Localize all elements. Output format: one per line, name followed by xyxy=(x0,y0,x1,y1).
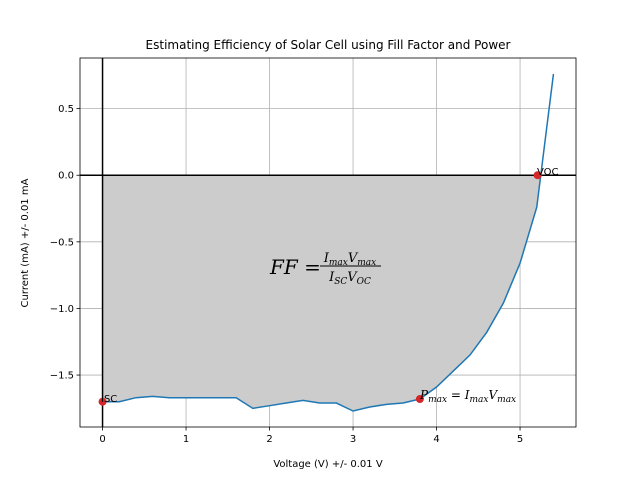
fill-factor-formula: FF = ImaxVmax ISCVOC xyxy=(269,251,381,287)
ff-num-i-sub: max xyxy=(329,258,348,268)
point-label-isc: ISC xyxy=(101,394,117,405)
fill-area xyxy=(102,175,541,412)
y-tick-label: 0.5 xyxy=(58,104,74,115)
pmax-annotation: Pmax = ImaxVmax xyxy=(419,388,516,405)
pmax-v-subscript: max xyxy=(497,395,516,405)
x-tick-label: 4 xyxy=(433,434,439,445)
x-axis-title: Voltage (V) +/- 0.01 V xyxy=(273,459,382,470)
x-tick-label: 1 xyxy=(183,434,189,445)
x-tick-label: 0 xyxy=(99,434,105,445)
point-marker-voc xyxy=(533,171,542,180)
y-tick-label: −1.5 xyxy=(50,371,74,382)
ff-denominator: ISCVOC xyxy=(328,270,371,287)
x-tick-label: 5 xyxy=(517,434,523,445)
pmax-i-subscript: max xyxy=(470,395,489,405)
ff-den-v-sub: OC xyxy=(357,277,371,287)
ff-num-v: V xyxy=(348,251,359,266)
chart-title: Estimating Efficiency of Solar Cell usin… xyxy=(146,38,511,52)
y-tick-label: −0.5 xyxy=(50,237,74,248)
zero-axes xyxy=(80,58,576,427)
y-axis-title: Current (mA) +/- 0.01 mA xyxy=(20,178,31,307)
series-lines xyxy=(102,73,555,412)
point-marker-isc xyxy=(98,397,107,406)
marked-points xyxy=(98,171,542,406)
plot-frame xyxy=(79,57,577,428)
x-tick-label: 2 xyxy=(266,434,272,445)
pmax-equals-i: = I xyxy=(447,388,470,402)
ff-den-v: V xyxy=(347,270,358,285)
ff-num-v-sub: max xyxy=(357,258,376,268)
iv-curve-line xyxy=(102,73,555,412)
fill-region xyxy=(102,175,541,412)
ff-numerator: ImaxVmax xyxy=(323,251,377,268)
pmax-symbol: P xyxy=(419,388,429,402)
ff-den-i-sub: SC xyxy=(334,277,347,287)
point-marker-pmax xyxy=(415,395,424,404)
y-tick-label: 0.0 xyxy=(58,171,74,182)
ff-equals: = xyxy=(298,255,321,279)
ff-lhs: FF = xyxy=(269,255,321,279)
y-tick-label: −1.0 xyxy=(50,304,74,315)
axis-ticks: 0 1 2 3 4 5 −1.5 −1.0 −0.5 0.0 0.5 xyxy=(50,104,524,445)
point-label-voc: VOC xyxy=(537,167,559,178)
pmax-subscript: max xyxy=(428,395,447,405)
x-tick-label: 3 xyxy=(350,434,356,445)
pmax-v: V xyxy=(488,388,498,402)
